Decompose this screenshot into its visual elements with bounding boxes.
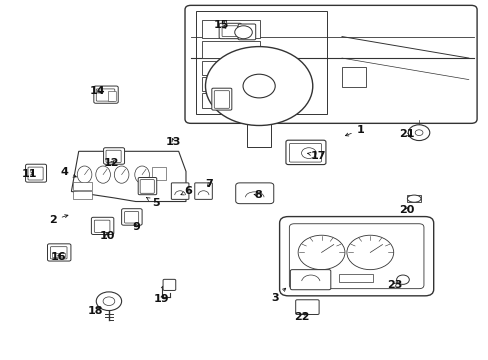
Bar [201, 61, 223, 75]
FancyBboxPatch shape [194, 183, 212, 199]
FancyBboxPatch shape [295, 300, 319, 315]
Text: 9: 9 [132, 222, 140, 231]
FancyBboxPatch shape [184, 5, 476, 123]
Bar [338, 274, 372, 282]
FancyBboxPatch shape [279, 217, 433, 296]
Bar [341, 67, 366, 87]
Text: 14: 14 [89, 86, 105, 96]
Text: 23: 23 [386, 280, 402, 290]
Bar [407, 195, 420, 202]
Text: 3: 3 [270, 288, 285, 303]
Ellipse shape [114, 166, 129, 183]
Text: 21: 21 [398, 129, 413, 139]
FancyBboxPatch shape [28, 167, 43, 180]
FancyBboxPatch shape [222, 26, 237, 37]
FancyBboxPatch shape [124, 212, 139, 223]
Text: 10: 10 [99, 231, 115, 240]
FancyBboxPatch shape [289, 224, 423, 289]
Bar [201, 93, 260, 108]
Circle shape [234, 26, 252, 39]
Circle shape [103, 297, 115, 306]
Text: 1: 1 [345, 125, 364, 136]
FancyBboxPatch shape [103, 148, 124, 164]
Bar [195, 12, 327, 114]
Bar [52, 253, 58, 257]
Circle shape [96, 292, 122, 311]
Circle shape [407, 125, 429, 140]
Ellipse shape [135, 166, 149, 183]
Bar [152, 167, 166, 180]
FancyBboxPatch shape [94, 220, 110, 232]
FancyBboxPatch shape [219, 23, 241, 39]
FancyBboxPatch shape [122, 209, 142, 225]
Text: 12: 12 [104, 158, 120, 168]
Text: 13: 13 [166, 138, 181, 147]
FancyBboxPatch shape [47, 244, 71, 261]
FancyBboxPatch shape [94, 86, 118, 103]
FancyBboxPatch shape [285, 140, 325, 165]
Text: 17: 17 [307, 150, 325, 161]
Ellipse shape [96, 166, 110, 183]
Polygon shape [71, 151, 185, 202]
Text: 18: 18 [88, 306, 103, 316]
Circle shape [249, 97, 261, 105]
FancyBboxPatch shape [91, 217, 114, 234]
Ellipse shape [77, 166, 92, 183]
Bar [73, 182, 92, 190]
FancyBboxPatch shape [96, 89, 115, 101]
Text: 6: 6 [181, 186, 192, 197]
Circle shape [298, 235, 344, 270]
Circle shape [301, 148, 316, 158]
Circle shape [396, 275, 408, 284]
Circle shape [346, 235, 393, 270]
Text: 7: 7 [205, 179, 213, 189]
FancyBboxPatch shape [108, 91, 116, 102]
Ellipse shape [407, 195, 420, 202]
Text: 20: 20 [398, 206, 413, 216]
Circle shape [243, 74, 275, 98]
FancyBboxPatch shape [214, 91, 229, 108]
Text: 19: 19 [154, 294, 169, 304]
Text: 15: 15 [213, 20, 228, 30]
Bar [201, 41, 260, 58]
Bar [201, 21, 223, 39]
Text: 2: 2 [49, 215, 68, 225]
Circle shape [205, 46, 312, 126]
FancyBboxPatch shape [138, 177, 157, 195]
Bar [73, 191, 92, 199]
FancyBboxPatch shape [171, 183, 188, 199]
Text: 16: 16 [50, 252, 66, 262]
FancyBboxPatch shape [25, 164, 46, 182]
Bar [246, 124, 271, 147]
Text: 8: 8 [254, 190, 262, 200]
Bar [201, 77, 260, 91]
FancyBboxPatch shape [290, 270, 330, 290]
FancyBboxPatch shape [106, 150, 121, 162]
FancyBboxPatch shape [238, 24, 255, 40]
Text: 22: 22 [294, 312, 309, 322]
Bar [225, 61, 260, 75]
Bar [225, 21, 260, 39]
FancyBboxPatch shape [235, 183, 273, 204]
FancyBboxPatch shape [211, 88, 231, 110]
FancyBboxPatch shape [140, 180, 154, 193]
Text: 11: 11 [21, 168, 37, 179]
FancyBboxPatch shape [50, 247, 67, 259]
Circle shape [414, 130, 422, 135]
Text: 4: 4 [60, 167, 76, 177]
FancyBboxPatch shape [163, 279, 175, 291]
FancyBboxPatch shape [289, 143, 321, 162]
Bar [59, 253, 65, 257]
Text: 5: 5 [146, 198, 159, 208]
